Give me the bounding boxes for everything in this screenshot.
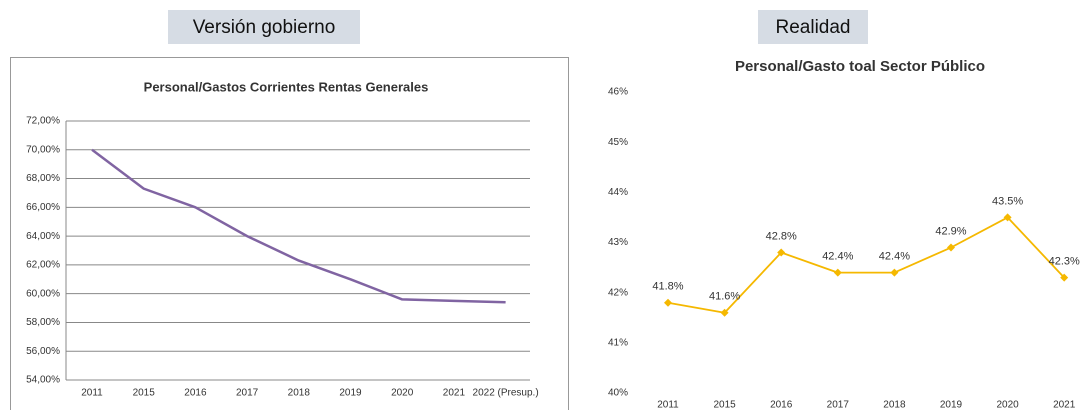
y-tick-label: 66,00% [26,202,60,213]
y-tick-label: 46% [608,87,628,98]
y-tick-label: 60,00% [26,288,60,299]
line [91,148,506,304]
marker [890,268,899,277]
y-tick-label: 54,00% [26,375,60,386]
y-tick-label: 40% [608,388,628,399]
marker [720,308,729,317]
x-tick-label: 2018 [883,400,906,410]
x-tick-label: 2021 [1053,400,1076,410]
chart-title: Personal/Gastos Corrientes Rentas Genera… [144,79,429,94]
x-tick-label: 2016 [184,388,207,399]
marker [833,268,842,277]
y-tick-label: 72,00% [26,116,60,127]
x-tick-label: 2020 [996,400,1019,410]
x-tick-label: 2011 [81,388,103,399]
data-label: 41.6% [709,291,740,303]
line [667,216,1065,314]
x-tick-label: 2020 [391,388,414,399]
marker [777,248,786,257]
x-tick-label: 2011 [657,400,679,410]
x-tick-label: 2015 [713,400,736,410]
x-tick-label: 2015 [133,388,156,399]
data-label: 42.8% [766,230,797,242]
y-tick-label: 70,00% [26,144,60,155]
x-tick-label: 2022 (Presup.) [473,388,539,399]
y-tick-label: 62,00% [26,260,60,271]
marker [947,243,955,252]
y-tick-label: 41% [608,337,628,348]
y-tick-label: 68,00% [26,173,60,184]
chart-frame [10,57,569,410]
data-label: 42.9% [935,225,966,237]
x-tick-label: 2016 [770,400,793,410]
data-label: 43.5% [992,195,1023,207]
header: Versión gobierno [193,17,336,38]
header: Realidad [776,17,851,38]
x-tick-label: 2019 [339,388,362,399]
y-tick-label: 64,00% [26,231,60,242]
data-label: 42.4% [879,251,910,263]
y-tick-label: 56,00% [26,346,60,357]
y-tick-label: 43% [608,237,628,248]
x-tick-label: 2021 [443,388,466,399]
y-tick-label: 42% [608,287,628,298]
y-tick-label: 58,00% [26,317,60,328]
chart-title: Personal/Gasto toal Sector Público [735,58,985,75]
data-label: 41.8% [652,281,683,293]
marker [664,298,672,307]
data-label: 42.4% [822,251,853,263]
data-label: 42.3% [1049,256,1080,268]
header-box [168,10,360,44]
marker [1003,213,1012,222]
x-tick-label: 2019 [940,400,963,410]
x-tick-label: 2017 [827,400,850,410]
x-tick-label: 2018 [288,388,311,399]
header-box [758,10,868,44]
x-tick-label: 2017 [236,388,259,399]
y-tick-label: 44% [608,187,628,198]
marker [1060,273,1069,282]
y-tick-label: 45% [608,137,628,148]
